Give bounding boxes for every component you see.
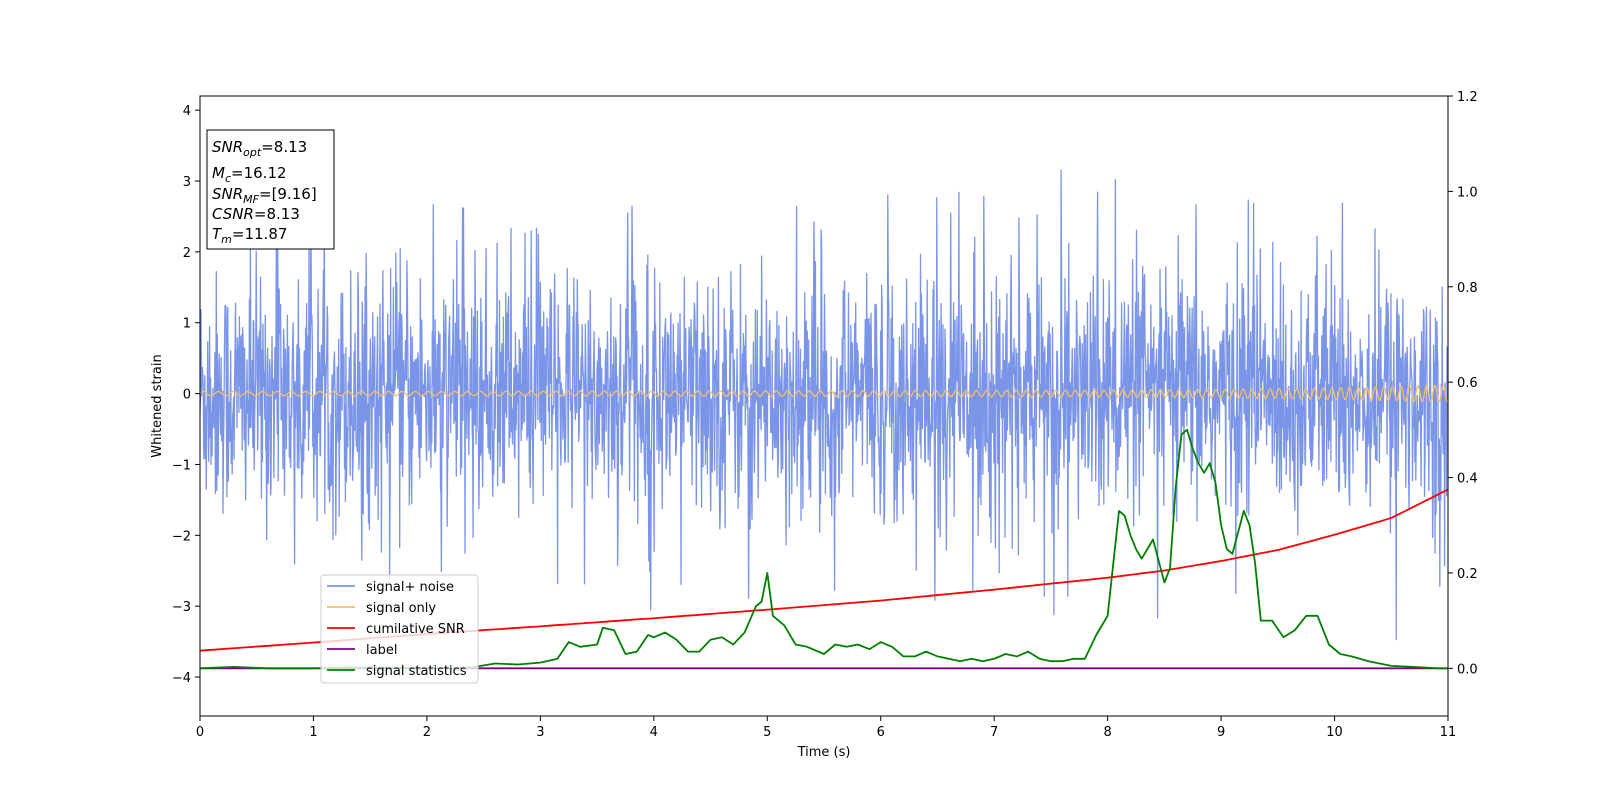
legend-label: signal statistics xyxy=(366,664,467,679)
annotation-value: =8.13 xyxy=(254,205,300,223)
y-tick-label: −1 xyxy=(172,458,191,473)
x-tick-label: 3 xyxy=(536,725,544,740)
y2-tick-label: 0.4 xyxy=(1457,472,1478,487)
annotation-symbol: CSNR xyxy=(212,205,254,223)
y-tick-label: −3 xyxy=(172,600,191,615)
y2-tick-label: 0.6 xyxy=(1457,376,1478,391)
legend-label: signal+ noise xyxy=(366,580,454,595)
y-tick-label: 1 xyxy=(183,317,191,332)
annotation-frame xyxy=(206,129,335,250)
legend-frame xyxy=(320,574,479,684)
annotation-subscript: m xyxy=(221,233,232,246)
y2-tick-label: 0.0 xyxy=(1457,662,1478,677)
annotation-symbol: T xyxy=(212,225,223,243)
x-axis-title: Time (s) xyxy=(797,745,851,760)
annotation-subscript: c xyxy=(225,172,231,185)
legend: signal+ noise signal only cumilative SNR la… xyxy=(320,574,479,684)
legend-label: signal only xyxy=(366,601,436,616)
x-tick-label: 6 xyxy=(877,725,885,740)
annotation-value: =8.13 xyxy=(261,138,307,156)
y-tick-label: −4 xyxy=(172,671,191,686)
y-tick-label: 4 xyxy=(183,104,191,119)
y-tick-label: 3 xyxy=(183,175,191,190)
x-tick-label: 4 xyxy=(650,725,658,740)
series-signal-noise xyxy=(200,169,1448,641)
x-axis: 0 1 2 3 4 5 6 7 8 9 10 11 xyxy=(196,716,1456,740)
y-axis-left: 4 3 2 1 0 −1 −2 −3 −4 xyxy=(172,104,200,686)
x-tick-label: 7 xyxy=(990,725,998,740)
y2-tick-label: 1.0 xyxy=(1457,185,1478,200)
x-tick-label: 5 xyxy=(763,725,771,740)
y-tick-label: −2 xyxy=(172,529,191,544)
plot-frame xyxy=(199,95,1449,717)
annotation-symbol: SNR xyxy=(212,185,243,203)
annotation-symbol: M xyxy=(212,164,225,182)
x-tick-label: 1 xyxy=(309,725,317,740)
annotation-symbol: SNR xyxy=(212,138,243,156)
annotation-value: =[9.16] xyxy=(259,185,317,203)
x-tick-label: 8 xyxy=(1103,725,1111,740)
annotation-line: Tm=11.87 xyxy=(212,225,287,246)
series-signal-statistics xyxy=(200,428,1448,670)
annotation-line: CSNR=8.13 xyxy=(212,205,300,223)
series-signal-only xyxy=(200,384,1448,403)
y2-tick-label: 0.2 xyxy=(1457,567,1478,582)
legend-label: label xyxy=(366,643,397,658)
x-tick-label: 11 xyxy=(1440,725,1457,740)
annotation-line: SNRMF=[9.16] xyxy=(212,185,317,206)
y-axis-right: 1.2 1.0 0.8 0.6 0.4 0.2 0.0 xyxy=(1448,90,1478,677)
annotation-value: =16.12 xyxy=(231,164,287,182)
x-tick-label: 9 xyxy=(1217,725,1225,740)
y-tick-label: 0 xyxy=(183,388,191,403)
annotation-value: =11.87 xyxy=(232,225,288,243)
legend-label: cumilative SNR xyxy=(366,622,465,637)
y2-tick-label: 1.2 xyxy=(1457,90,1478,105)
annotation-box: SNRopt=8.13Mc=16.12SNRMF=[9.16]CSNR=8.13… xyxy=(206,129,335,250)
annotation-subscript: opt xyxy=(243,146,262,159)
x-tick-label: 2 xyxy=(423,725,431,740)
annotation-line: SNRopt=8.13 xyxy=(212,138,307,159)
annotation-line: Mc=16.12 xyxy=(212,164,287,185)
annotation-subscript: MF xyxy=(243,193,259,206)
x-tick-label: 0 xyxy=(196,725,204,740)
y-axis-title: Whitened strain xyxy=(150,354,165,457)
y-tick-label: 2 xyxy=(183,246,191,261)
y2-tick-label: 0.8 xyxy=(1457,281,1478,296)
x-tick-label: 10 xyxy=(1326,725,1343,740)
